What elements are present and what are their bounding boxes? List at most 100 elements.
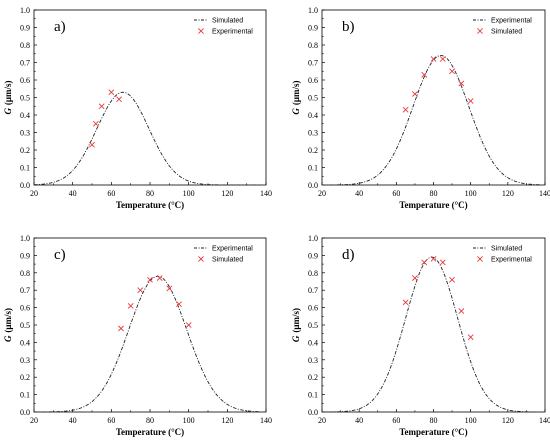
y-tick-label: 0.8 <box>20 269 30 278</box>
marker-stroke <box>430 255 437 262</box>
legend-label: Simulated <box>491 29 522 36</box>
y-tick-label: 0.0 <box>308 181 318 190</box>
y-tick-label: 0.9 <box>308 24 318 33</box>
data-point <box>411 91 418 97</box>
curve-line <box>321 55 540 186</box>
x-tick-label: 60 <box>392 416 400 425</box>
marker-stroke <box>411 275 418 281</box>
x-axis-label: Temperature (°C) <box>399 427 467 437</box>
chart-panel-2: 0.0 0.1 0.2 0.3 0.4 0.5 0.6 0.7 0.8 0.9 1.0 20 40 60 8… <box>291 6 550 210</box>
marker-stroke <box>156 275 163 281</box>
data-point <box>98 103 105 110</box>
data-point <box>449 276 456 283</box>
plot-frame <box>321 9 546 186</box>
y-tick-label: 0.5 <box>308 321 318 330</box>
y-tick-label: 0.4 <box>308 111 318 120</box>
y-tick-label: 0.3 <box>20 129 30 138</box>
marker-stroke <box>92 120 99 127</box>
y-tick-label: 0.7 <box>20 59 30 68</box>
data-point <box>127 302 134 309</box>
marker-stroke <box>176 301 182 308</box>
panel-label: b) <box>342 19 355 35</box>
legend-marker-swatch <box>198 256 204 262</box>
y-tick-label: 0.2 <box>20 373 30 382</box>
marker-stroke <box>108 89 115 96</box>
data-point <box>166 285 173 292</box>
x-tick-label: 40 <box>355 416 363 425</box>
y-tick-label: 0.5 <box>308 94 318 103</box>
marker-stroke <box>137 287 144 294</box>
x-tick-label: 100 <box>465 416 477 425</box>
y-tick-label: 0.6 <box>20 304 30 313</box>
marker-stroke <box>127 302 134 309</box>
x-tick-label: 140 <box>260 189 272 198</box>
y-axis-label: G (μm/s) <box>291 80 301 114</box>
marker-stroke <box>439 56 446 62</box>
plot-frame <box>33 9 267 186</box>
y-tick-label: 0.3 <box>308 129 318 138</box>
data-point <box>402 299 409 306</box>
x-tick-label: 20 <box>318 416 326 425</box>
x-tick-label: 100 <box>183 416 195 425</box>
curve-line <box>321 256 540 413</box>
chart-panel-4: 0.0 0.1 0.2 0.3 0.4 0.5 0.6 0.7 0.8 0.9 1.0 20 40 60 8… <box>291 234 550 437</box>
data-point <box>147 276 153 283</box>
data-point <box>439 56 446 62</box>
legend-marker-swatch <box>477 256 483 262</box>
marker-stroke <box>116 96 122 103</box>
y-axis-label: G (μm/s) <box>3 308 13 342</box>
legend: Experimental Simulated <box>473 18 532 36</box>
data-point <box>176 301 182 308</box>
x-tick-label: 60 <box>107 189 115 198</box>
y-tick-label: 0.4 <box>308 338 318 347</box>
y-tick-label: 1.0 <box>308 234 318 243</box>
y-axis-variable: G <box>3 335 13 342</box>
data-point <box>156 275 163 281</box>
x-tick-label: 120 <box>221 416 233 425</box>
y-tick-label: 0.9 <box>308 251 318 260</box>
x-tick-label: 100 <box>465 189 477 198</box>
y-tick-label: 0.1 <box>20 391 30 400</box>
panel-label: c) <box>54 247 66 263</box>
legend-label: Experimental <box>491 257 532 264</box>
y-tick-label: 0.5 <box>20 94 30 103</box>
y-tick-label: 0.2 <box>20 146 30 155</box>
y-tick-label: 0.5 <box>20 321 30 330</box>
data-point <box>137 287 144 294</box>
x-tick-label: 60 <box>107 416 115 425</box>
marker-stroke <box>421 71 428 78</box>
y-axis-unit: (μm/s) <box>3 80 13 105</box>
y-tick-label: 0.0 <box>308 408 318 417</box>
y-axis-unit: (μm/s) <box>291 308 301 333</box>
legend-label: Simulated <box>491 246 522 253</box>
chart-panel-3: 0.0 0.1 0.2 0.3 0.4 0.5 0.6 0.7 0.8 0.9 1.0 20 40 60 8… <box>3 234 272 437</box>
x-tick-label: 80 <box>146 416 154 425</box>
legend-label: Simulated <box>212 18 243 25</box>
data-point <box>92 120 99 127</box>
x-tick-label: 80 <box>430 189 438 198</box>
y-tick-label: 0.2 <box>308 146 318 155</box>
y-axis-unit: (μm/s) <box>291 80 301 105</box>
curve-line <box>34 275 261 413</box>
panel-label: d) <box>342 247 355 263</box>
x-tick-label: 20 <box>30 189 38 198</box>
y-tick-label: 0.6 <box>20 76 30 85</box>
marker-stroke <box>98 103 105 110</box>
data-point <box>421 71 428 78</box>
marker-stroke <box>402 299 409 306</box>
y-tick-label: 0.1 <box>308 164 318 173</box>
data-point <box>430 56 437 62</box>
y-tick-label: 1.0 <box>20 234 30 243</box>
data-point <box>108 89 115 96</box>
y-tick-label: 0.1 <box>308 391 318 400</box>
y-tick-label: 0.8 <box>308 269 318 278</box>
y-axis-label: G (μm/s) <box>3 80 13 114</box>
data-point <box>411 275 418 281</box>
data-point <box>467 98 474 104</box>
x-tick-label: 100 <box>183 189 195 198</box>
data-point <box>467 334 474 341</box>
marker-stroke <box>118 325 124 332</box>
y-axis-variable: G <box>3 108 13 115</box>
marker-stroke <box>147 276 153 283</box>
